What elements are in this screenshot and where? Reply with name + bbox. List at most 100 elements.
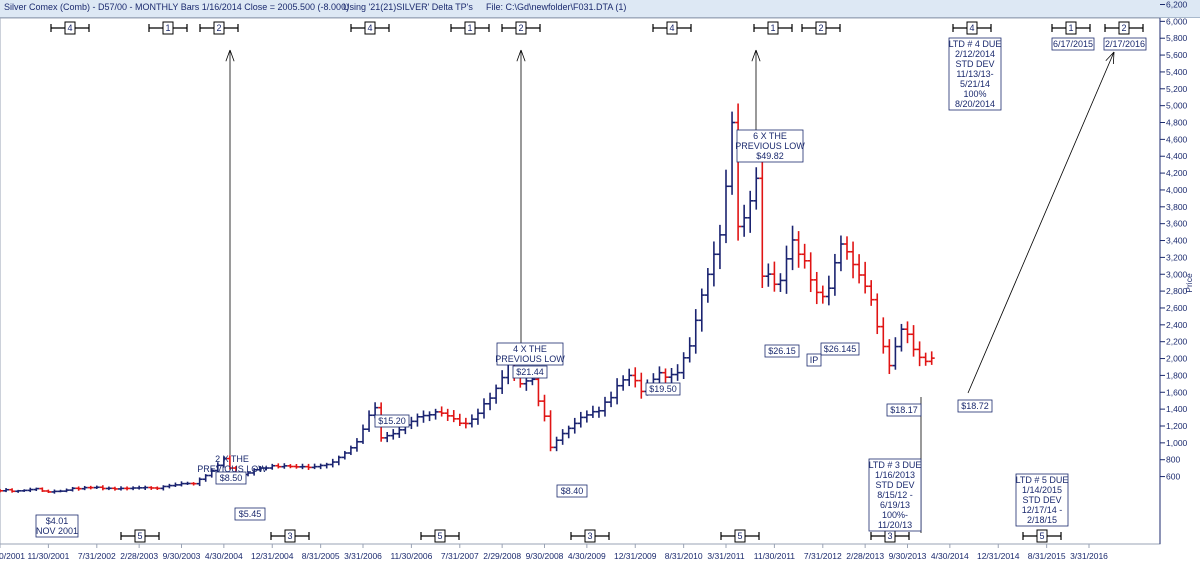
price-bar <box>704 267 711 303</box>
price-bar <box>39 487 46 492</box>
price-bar <box>747 190 754 233</box>
price-bar <box>353 438 360 452</box>
price-bar <box>559 429 566 445</box>
price-bar <box>729 111 736 195</box>
arrow-2x <box>225 49 235 455</box>
annotation-text: $5.45 <box>239 509 262 519</box>
price-bar <box>0 488 3 493</box>
annotation-text: IP <box>810 355 819 365</box>
marker-label: 4 <box>67 23 72 33</box>
marker-label: 3 <box>287 531 292 541</box>
price-bar <box>63 488 70 493</box>
marker-box <box>966 21 978 35</box>
price-bar <box>632 367 639 388</box>
y-tick-label: 3,400 <box>1166 236 1188 246</box>
chart-file-text: File: C:\Gd\newfolder\F031.DTA (1) <box>486 2 627 12</box>
price-bar <box>257 466 264 472</box>
y-tick-label: 6,200 <box>1166 0 1188 9</box>
price-bar <box>916 341 923 367</box>
marker-box <box>1065 21 1077 35</box>
price-bar <box>608 391 615 408</box>
price-bar <box>142 485 149 490</box>
marker-box <box>162 21 174 35</box>
marker-label: 4 <box>367 23 372 33</box>
arrow-head <box>229 49 235 62</box>
annotation-text: 11/20/13 <box>878 520 912 530</box>
annotation-text: PREVIOUS LOW <box>735 141 805 151</box>
y-tick-label: 5,000 <box>1166 101 1188 111</box>
top-marker: 2 <box>199 21 239 35</box>
price-bar <box>789 225 796 271</box>
y-tick-label: 3,000 <box>1166 269 1188 279</box>
annotation-text: 2/18/15 <box>1027 515 1057 525</box>
price-bar <box>172 482 179 487</box>
annotation-5-45: $5.45 <box>234 507 266 521</box>
y-tick-label: 3,200 <box>1166 252 1188 262</box>
arrow-head <box>1105 51 1115 62</box>
annotation-box <box>806 353 822 367</box>
annotation-box <box>645 382 681 396</box>
arrow-projection <box>967 51 1115 394</box>
price-bar <box>892 337 899 370</box>
x-tick-label: 2/28/2003 <box>120 551 158 561</box>
price-bar <box>577 411 584 428</box>
price-bar <box>801 243 808 269</box>
annotation-text: $49.82 <box>756 151 784 161</box>
price-bar <box>214 462 221 473</box>
annotation-19-50: $19.50 <box>645 382 681 396</box>
price-bar <box>547 410 554 452</box>
marker-box <box>134 529 146 543</box>
top-cycle-markers: 4 1 2 4 1 2 4 1 2 4 1 2 <box>50 21 1144 35</box>
x-tick-label: 11/30/2001 <box>27 551 69 561</box>
x-tick-label: 2/29/2008 <box>483 551 521 561</box>
annotation-text: $18.17 <box>890 405 918 415</box>
price-bar <box>269 463 276 470</box>
price-bar <box>33 487 40 492</box>
bottom-marker: 5 <box>120 529 160 543</box>
marker-box <box>213 21 225 35</box>
price-bar <box>583 410 590 423</box>
price-bar <box>263 466 270 471</box>
marker-label: 5 <box>437 531 442 541</box>
y-tick-label: 4,600 <box>1166 134 1188 144</box>
annotation-box <box>234 507 266 521</box>
price-bar <box>541 394 548 422</box>
price-bar <box>868 280 875 306</box>
date-box: 2/17/2016 <box>1103 37 1147 51</box>
price-bar <box>602 396 608 417</box>
price-bar <box>93 485 100 489</box>
annotation-18-17: $18.17 <box>886 403 922 417</box>
price-bar <box>124 486 131 491</box>
annotation-text: 1/16/2013 <box>875 470 915 480</box>
top-marker: 1 <box>450 21 490 35</box>
price-bar <box>57 489 64 493</box>
price-bar <box>614 378 621 405</box>
price-bar <box>305 463 312 470</box>
price-bar <box>251 468 258 476</box>
price-bar <box>329 458 336 468</box>
x-tick-label: 12/31/2004 <box>251 551 294 561</box>
marker-box <box>767 21 779 35</box>
annotation-box <box>1103 37 1147 51</box>
annotation-text: 2/17/2016 <box>1105 39 1145 49</box>
marker-box <box>815 21 827 35</box>
annotation-text: $26.15 <box>768 346 796 356</box>
price-bars <box>0 103 935 494</box>
price-bar <box>27 487 34 493</box>
annotation-text: $4.01 <box>46 516 69 526</box>
projection-arrows <box>225 49 1115 533</box>
annotation-text: 8/15/12 - <box>877 490 913 500</box>
price-bar <box>148 486 155 490</box>
x-tick-label: 8/31/2015 <box>1028 551 1066 561</box>
price-bar <box>347 445 354 456</box>
annotation-text: STD DEV <box>955 59 994 69</box>
price-bar <box>154 486 161 491</box>
price-bar <box>831 253 838 296</box>
annotation-text: 5/21/14 <box>960 79 990 89</box>
marker-label: 2 <box>518 23 523 33</box>
chart-title: Silver Comex (Comb) - D57/00 - MONTHLY B… <box>4 2 350 12</box>
price-bar <box>735 103 742 241</box>
